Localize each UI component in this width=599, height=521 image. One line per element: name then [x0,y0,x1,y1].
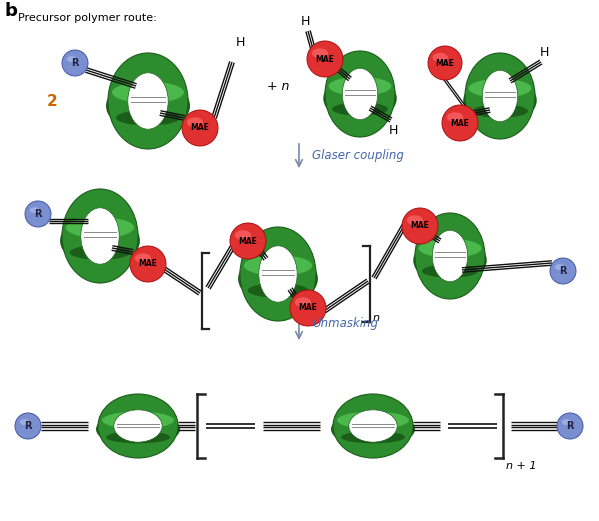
Ellipse shape [81,208,119,264]
Ellipse shape [337,412,409,429]
Ellipse shape [432,230,468,282]
Ellipse shape [187,117,203,127]
Text: MAE: MAE [410,221,429,230]
Ellipse shape [130,246,166,282]
Ellipse shape [230,223,266,259]
Ellipse shape [67,56,77,62]
Text: R: R [71,58,78,68]
Ellipse shape [312,48,328,58]
Text: MAE: MAE [298,304,317,313]
Ellipse shape [307,41,343,77]
Ellipse shape [235,230,251,240]
Text: Glaser coupling: Glaser coupling [312,150,404,163]
Ellipse shape [25,201,51,227]
Ellipse shape [333,394,413,458]
Text: H: H [300,15,310,28]
Ellipse shape [557,413,583,439]
Ellipse shape [447,113,463,122]
Ellipse shape [555,264,565,270]
Ellipse shape [128,73,168,129]
Ellipse shape [407,215,423,225]
Ellipse shape [98,394,178,458]
Ellipse shape [15,413,41,439]
Text: R: R [34,209,42,219]
Ellipse shape [60,215,140,267]
Ellipse shape [413,237,487,284]
Ellipse shape [325,51,395,137]
Ellipse shape [465,53,535,139]
Ellipse shape [482,70,518,122]
Ellipse shape [102,412,174,429]
Ellipse shape [463,77,537,124]
Text: R: R [559,266,567,276]
Text: Precursor polymer route:: Precursor polymer route: [18,13,157,23]
Ellipse shape [66,217,134,238]
Ellipse shape [419,239,482,258]
Ellipse shape [349,410,397,442]
Text: MAE: MAE [238,237,258,245]
Ellipse shape [62,50,88,76]
Text: R: R [566,421,574,431]
Ellipse shape [332,102,388,116]
Text: H: H [539,46,549,59]
Text: MAE: MAE [435,58,455,68]
Ellipse shape [106,431,170,443]
Ellipse shape [240,227,316,321]
Ellipse shape [96,412,180,447]
Ellipse shape [62,189,138,283]
Ellipse shape [295,297,311,307]
Ellipse shape [290,290,326,326]
Text: MAE: MAE [190,123,210,132]
Ellipse shape [432,230,468,282]
Text: R: R [24,421,32,431]
Ellipse shape [341,431,405,443]
Ellipse shape [259,246,297,302]
Ellipse shape [402,208,438,244]
Ellipse shape [20,419,29,425]
Ellipse shape [112,82,184,103]
Ellipse shape [244,255,312,276]
Ellipse shape [106,79,190,132]
Text: 2: 2 [47,93,58,108]
Ellipse shape [108,53,188,149]
Text: b: b [5,2,18,20]
Text: Unmasking: Unmasking [312,317,378,330]
Text: n: n [373,313,380,323]
Ellipse shape [114,410,162,442]
Ellipse shape [323,75,397,122]
Ellipse shape [550,258,576,284]
Ellipse shape [128,73,168,129]
Ellipse shape [422,264,478,278]
Ellipse shape [349,410,397,442]
Ellipse shape [442,105,478,141]
Text: + n: + n [267,80,289,93]
Text: H: H [235,36,244,49]
Ellipse shape [81,208,119,264]
Ellipse shape [135,253,151,263]
Ellipse shape [468,79,531,98]
Ellipse shape [331,412,415,447]
Ellipse shape [238,253,318,305]
Ellipse shape [69,245,131,259]
Ellipse shape [342,68,378,120]
Ellipse shape [30,207,40,213]
Ellipse shape [247,283,308,297]
Ellipse shape [182,110,218,146]
Text: MAE: MAE [138,259,158,268]
Ellipse shape [562,419,571,425]
Ellipse shape [259,246,297,302]
Text: H: H [388,124,398,137]
Ellipse shape [114,410,162,442]
Ellipse shape [415,213,485,299]
Text: MAE: MAE [450,118,470,128]
Ellipse shape [328,77,392,96]
Ellipse shape [116,110,180,126]
Ellipse shape [342,68,378,120]
Ellipse shape [432,53,448,62]
Ellipse shape [428,46,462,80]
Text: MAE: MAE [316,55,334,64]
Ellipse shape [482,70,518,122]
Ellipse shape [472,104,528,118]
Text: n + 1: n + 1 [506,461,537,471]
